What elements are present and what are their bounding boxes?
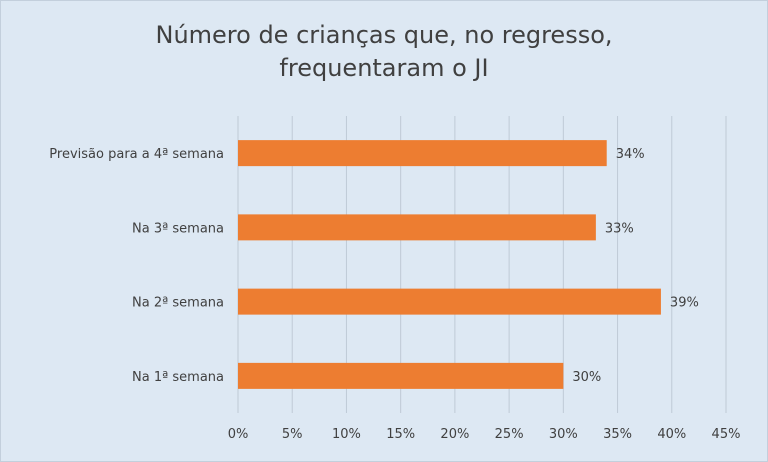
- x-tick-label: 20%: [440, 427, 469, 442]
- category-label: Na 1ª semana: [132, 370, 224, 385]
- bar: [238, 140, 607, 167]
- chart-title: Número de crianças que, no regresso, fre…: [1, 19, 767, 85]
- data-label: 33%: [605, 221, 634, 236]
- bar: [238, 214, 596, 241]
- x-tick-label: 45%: [712, 427, 741, 442]
- x-tick-label: 35%: [603, 427, 632, 442]
- x-tick-label: 5%: [282, 427, 303, 442]
- chart-title-line-1: Número de crianças que, no regresso,: [155, 21, 613, 49]
- x-tick-label: 15%: [386, 427, 415, 442]
- chart-title-line-2: frequentaram o JI: [279, 54, 489, 82]
- data-label: 34%: [616, 147, 645, 162]
- bar: [238, 288, 661, 315]
- x-tick-label: 25%: [495, 427, 524, 442]
- x-tick-label: 30%: [549, 427, 578, 442]
- x-tick-label: 10%: [332, 427, 361, 442]
- category-label: Na 2ª semana: [132, 296, 224, 311]
- data-label: 39%: [670, 296, 699, 311]
- x-tick-label: 0%: [228, 427, 249, 442]
- data-label: 30%: [572, 370, 601, 385]
- category-label: Na 3ª semana: [132, 221, 224, 236]
- category-label: Previsão para a 4ª semana: [49, 147, 224, 162]
- bar: [238, 362, 564, 389]
- x-tick-label: 40%: [657, 427, 686, 442]
